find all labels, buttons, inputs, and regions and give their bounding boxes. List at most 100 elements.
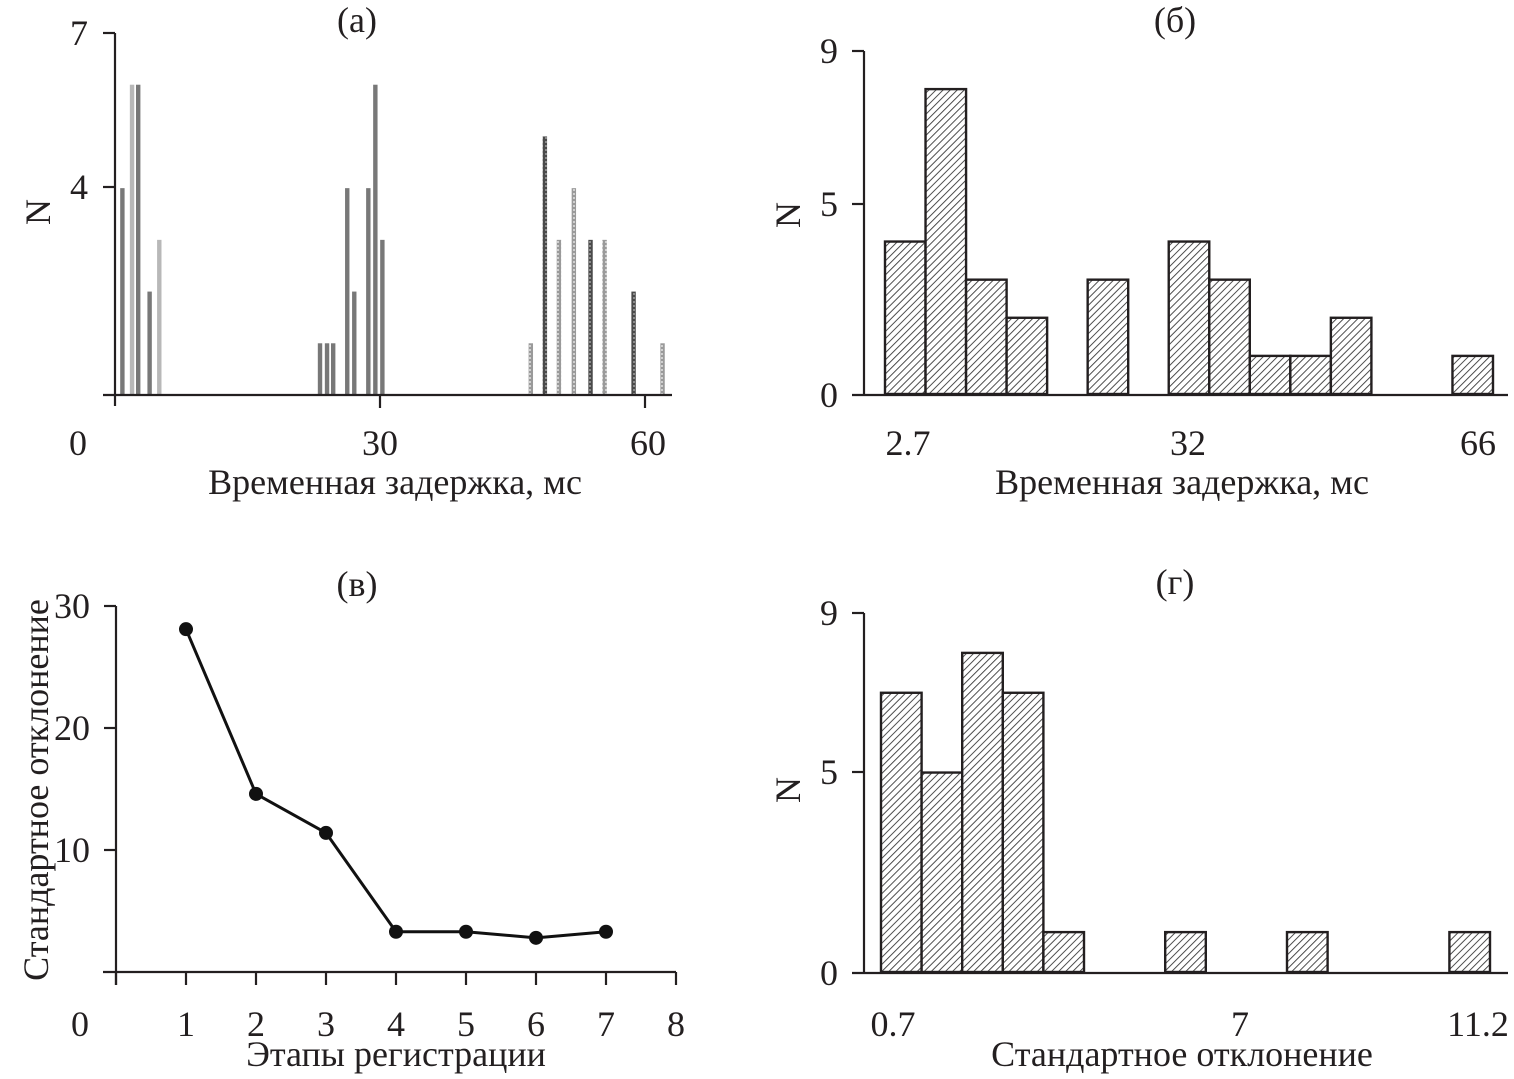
- panel-b-y-tick-label: 5: [820, 184, 838, 224]
- panel-v-y-tick-label: 30: [54, 586, 90, 626]
- panel-g-y-tick-label: 9: [820, 593, 838, 633]
- x-tick-label: 5: [457, 1004, 475, 1044]
- panel-b-x-tick-label: 2.7: [886, 423, 931, 463]
- panel-b-y-label: N: [768, 202, 808, 228]
- bar: [380, 239, 385, 395]
- panel-b: (б) 9 5 0 2.7 32 66 Временная задержка, …: [768, 0, 1508, 502]
- panel-g-y-label: N: [768, 777, 808, 803]
- panel-g-y-tick-label: 5: [820, 752, 838, 792]
- x-tick-label: 4: [387, 1004, 405, 1044]
- x-tick-label: 3: [317, 1004, 335, 1044]
- bar: [528, 343, 534, 395]
- x-tick-label: 2: [247, 1004, 265, 1044]
- panel-a-title: (а): [337, 0, 377, 40]
- panel-g-x-label: Стандартное отклонение: [991, 1034, 1373, 1074]
- panel-g: (г) 9 5 0 0.7 7 11.2 Стандартное отклоне…: [768, 562, 1509, 1074]
- histogram-bar: [1248, 354, 1292, 396]
- bar: [631, 291, 636, 395]
- data-point: [179, 622, 193, 637]
- bar: [352, 291, 357, 395]
- panel-a: (а) 7 4 0 30 60 Временная задержка, мс N: [18, 0, 672, 502]
- data-point: [249, 786, 263, 801]
- bar: [373, 84, 378, 395]
- panel-b-x-tick-label: 66: [1460, 423, 1496, 463]
- panel-v-y-tick-label: 20: [54, 708, 90, 748]
- panel-v-x-label: Этапы регистрации: [246, 1034, 546, 1074]
- panel-b-x-tick-label: 32: [1170, 423, 1206, 463]
- data-point: [599, 924, 613, 939]
- panel-v-series: [179, 622, 613, 945]
- x-tick-label: 6: [527, 1004, 545, 1044]
- x-tick-label: 1: [177, 1004, 195, 1044]
- bar: [588, 239, 593, 395]
- panel-g-y-tick-label: 0: [820, 953, 838, 993]
- histogram-bar: [1042, 930, 1086, 974]
- panel-g-x-tick-label: 11.2: [1447, 1004, 1509, 1044]
- data-point: [529, 930, 543, 945]
- panel-g-x-tick-label: 7: [1231, 1004, 1249, 1044]
- histogram-bar: [1448, 930, 1492, 974]
- panel-a-bars: [120, 84, 665, 395]
- panel-v-x-tick-labels: 1 2 3 4 5 6 7 8: [177, 1004, 685, 1044]
- panel-v: (в) 30 20 10 0 1 2 3 4 5 6 7 8 Этапы регистраци…: [16, 564, 685, 1074]
- panel-b-x-label: Временная задержка, мс: [995, 462, 1369, 502]
- series-line: [184, 628, 607, 940]
- histogram-bar: [964, 278, 1008, 396]
- bar: [147, 291, 152, 395]
- bar: [556, 239, 562, 395]
- bar: [136, 84, 141, 395]
- histogram-bar: [1208, 278, 1252, 396]
- bar: [345, 188, 350, 395]
- bar: [157, 239, 162, 395]
- histogram-bar: [879, 691, 923, 974]
- bar: [120, 188, 125, 395]
- panel-g-bars: [879, 651, 1492, 974]
- panel-b-y-tick-label: 9: [820, 31, 838, 71]
- panel-v-ticks: [104, 604, 678, 985]
- histogram-bar: [1285, 930, 1329, 974]
- bar: [317, 343, 323, 395]
- histogram-bar: [1329, 316, 1373, 396]
- bar: [366, 188, 371, 395]
- bar: [129, 84, 135, 395]
- panel-a-x-label: Временная задержка, мс: [208, 462, 582, 502]
- panel-b-bars: [883, 87, 1495, 396]
- data-point: [459, 924, 473, 939]
- bar: [542, 136, 548, 395]
- data-point: [319, 825, 333, 840]
- panel-v-y-label: Стандартное отклонение: [16, 599, 56, 981]
- histogram-bar: [920, 771, 964, 974]
- histogram-bar: [1289, 354, 1333, 396]
- panel-a-x-tick-label: 60: [630, 423, 666, 463]
- histogram-bar: [961, 651, 1005, 974]
- histogram-bar: [924, 87, 968, 396]
- panel-v-title: (в): [337, 564, 378, 604]
- panel-a-y-label: N: [18, 199, 58, 225]
- histogram-bar: [1086, 278, 1130, 396]
- bar: [330, 343, 336, 395]
- histogram-bar: [1167, 240, 1211, 396]
- bar: [571, 188, 577, 395]
- panel-g-x-tick-label: 0.7: [871, 1004, 916, 1044]
- histogram-bar: [883, 240, 927, 396]
- panel-a-x-tick-label: 30: [362, 423, 398, 463]
- panel-a-y-tick-label: 7: [70, 13, 88, 53]
- panel-v-origin-label: 0: [71, 1004, 89, 1044]
- x-tick-label: 7: [597, 1004, 615, 1044]
- bar: [602, 239, 607, 395]
- histogram-bar: [1163, 930, 1207, 974]
- panel-a-origin-label: 0: [69, 423, 87, 463]
- x-tick-label: 8: [667, 1004, 685, 1044]
- histogram-bar: [1001, 691, 1045, 974]
- panel-b-y-tick-label: 0: [820, 375, 838, 415]
- bar: [324, 343, 330, 395]
- histogram-bar: [1451, 354, 1495, 396]
- bar: [660, 343, 665, 395]
- panel-b-title: (б): [1154, 0, 1196, 40]
- histogram-bar: [1005, 316, 1049, 396]
- data-point: [389, 924, 403, 939]
- panel-g-title: (г): [1156, 562, 1195, 602]
- panel-a-y-tick-label: 4: [70, 167, 88, 207]
- panel-v-y-tick-label: 10: [54, 830, 90, 870]
